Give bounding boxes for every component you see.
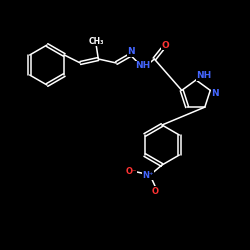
Text: O: O [162,40,169,50]
Text: NH: NH [196,72,212,80]
Text: CH₃: CH₃ [88,36,104,46]
Text: N⁺: N⁺ [142,170,154,179]
Text: N: N [128,48,135,56]
Text: O: O [152,186,158,196]
Text: NH: NH [135,62,150,70]
Text: O⁻: O⁻ [125,168,137,176]
Text: N: N [212,89,219,98]
